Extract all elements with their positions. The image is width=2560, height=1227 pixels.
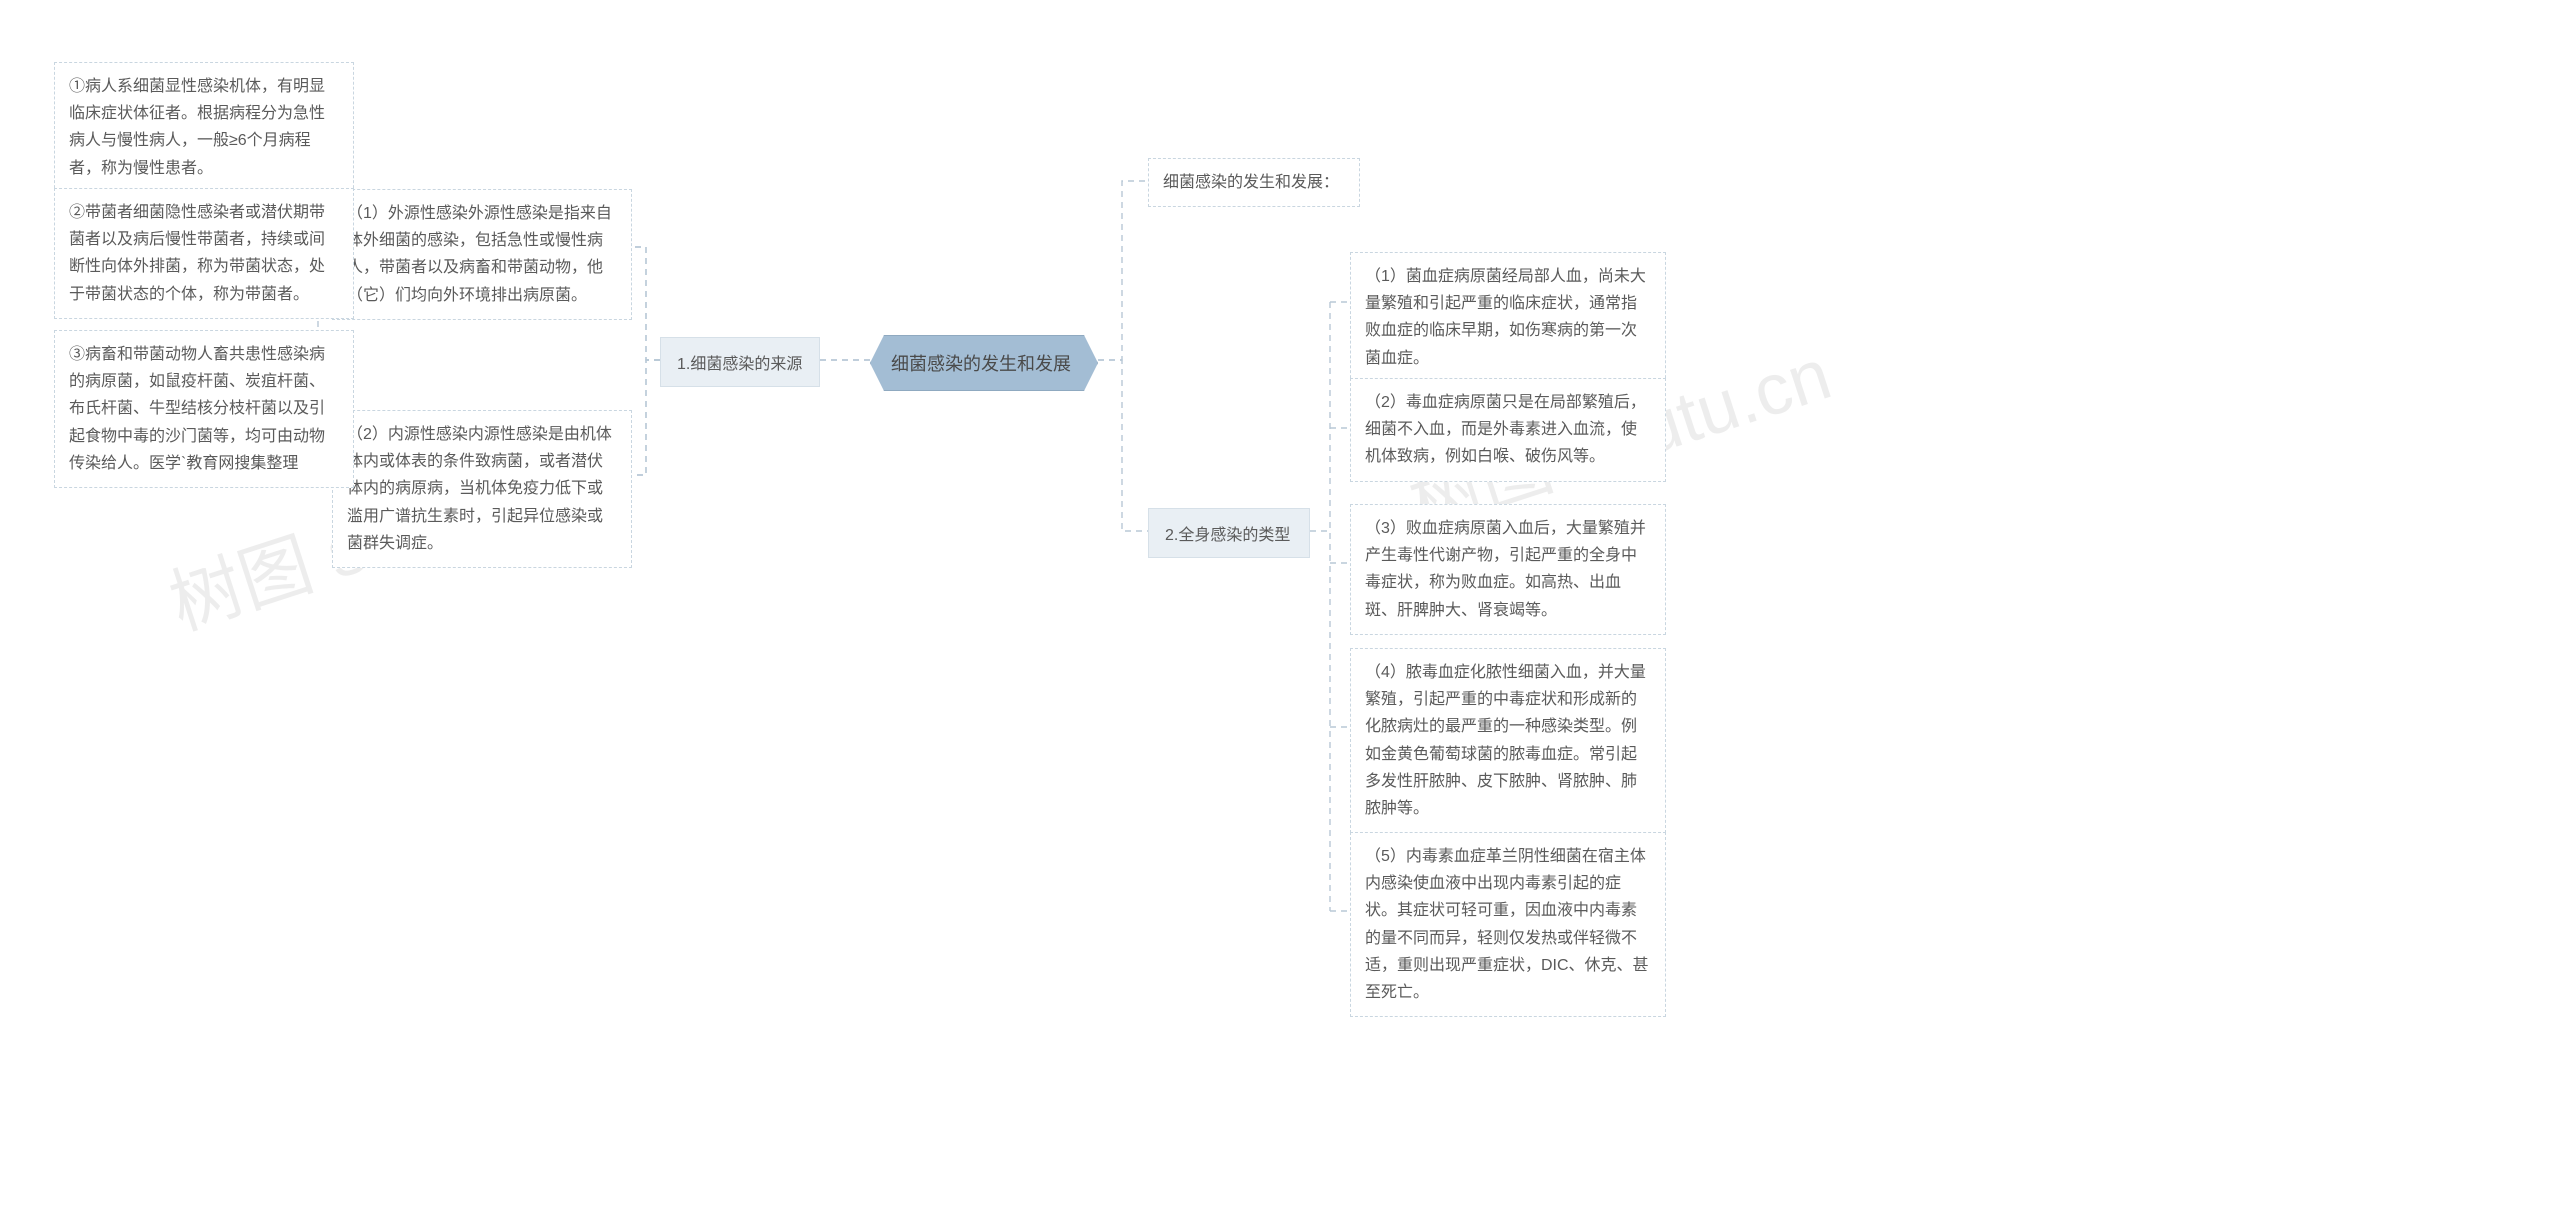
leaf-l1c1: （1）外源性感染外源性感染是指来自体外细菌的感染，包括急性或慢性病人，带菌者以及… xyxy=(332,189,632,320)
leaf-l1c2: （2）内源性感染内源性感染是由机体体内或体表的条件致病菌，或者潜伏体内的病原病，… xyxy=(332,410,632,568)
branch-left-1: 1.细菌感染的来源 xyxy=(660,337,820,387)
leaf-r2a: （1）菌血症病原菌经局部人血，尚未大量繁殖和引起严重的临床症状，通常指败血症的临… xyxy=(1350,252,1666,383)
leaf-r2e: （5）内毒素血症革兰阴性细菌在宿主体内感染使血液中出现内毒素引起的症状。其症状可… xyxy=(1350,832,1666,1017)
leaf-r2c: （3）败血症病原菌入血后，大量繁殖并产生毒性代谢产物，引起严重的全身中毒症状，称… xyxy=(1350,504,1666,635)
leaf-r2d: （4）脓毒血症化脓性细菌入血，并大量繁殖，引起严重的中毒症状和形成新的化脓病灶的… xyxy=(1350,648,1666,833)
branch-right-2: 2.全身感染的类型 xyxy=(1148,508,1310,558)
root-node: 细菌感染的发生和发展 xyxy=(870,335,1098,391)
leaf-r2b: （2）毒血症病原菌只是在局部繁殖后，细菌不入血，而是外毒素进入血流，使机体致病，… xyxy=(1350,378,1666,482)
leaf-l1c1a: ①病人系细菌显性感染机体，有明显临床症状体征者。根据病程分为急性病人与慢性病人，… xyxy=(54,62,354,193)
leaf-l1c1c: ③病畜和带菌动物人畜共患性感染病的病原菌，如鼠疫杆菌、炭疽杆菌、布氏杆菌、牛型结… xyxy=(54,330,354,488)
leaf-l1c1b: ②带菌者细菌隐性感染者或潜伏期带菌者以及病后慢性带菌者，持续或间断性向体外排菌，… xyxy=(54,188,354,319)
branch-right-1: 细菌感染的发生和发展： xyxy=(1148,158,1360,207)
